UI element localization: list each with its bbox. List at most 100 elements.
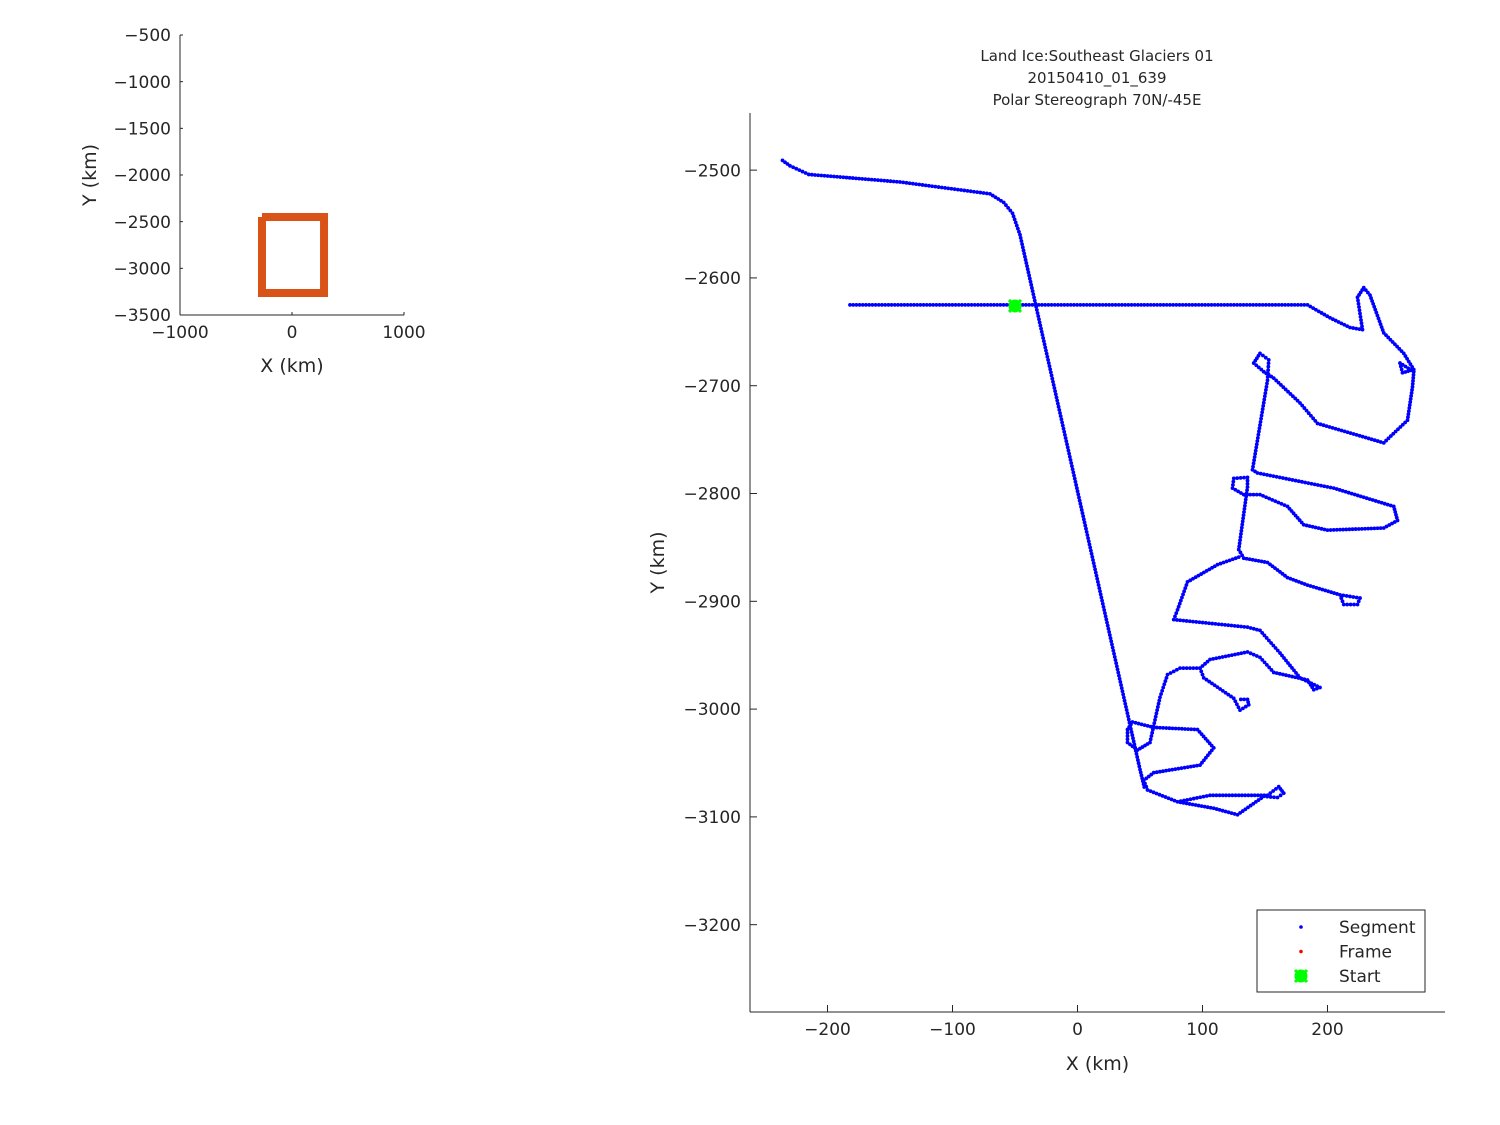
segment-point: [1135, 758, 1140, 762]
segment-point: [1121, 692, 1126, 697]
segment-point: [904, 180, 909, 185]
segment-point: [1097, 586, 1102, 591]
segment-point: [1322, 484, 1327, 489]
segment-point: [1276, 500, 1281, 505]
segment-point: [1063, 436, 1068, 440]
y-tick-label: −2600: [683, 269, 741, 289]
segment-point: [1110, 642, 1114, 647]
segment-point: [1239, 532, 1243, 536]
segment-point: [1082, 520, 1087, 525]
segment-point: [1314, 585, 1319, 590]
segment-point: [1261, 369, 1266, 374]
segment-point: [1212, 302, 1217, 307]
segment-point: [1026, 270, 1031, 275]
segment-point: [1290, 394, 1295, 399]
segment-point: [1231, 696, 1236, 701]
segment-point: [910, 181, 915, 186]
segment-point: [1161, 685, 1166, 690]
segment-point: [1164, 302, 1169, 307]
segment-point: [1340, 599, 1345, 604]
segment-point: [1272, 795, 1276, 800]
segment-point: [1039, 329, 1044, 334]
segment-point: [1135, 755, 1140, 759]
segment-point: [1131, 736, 1135, 741]
segment-point: [1370, 498, 1375, 502]
segment-point: [1105, 623, 1110, 628]
segment-point: [1356, 599, 1361, 604]
segment-point: [1391, 431, 1396, 436]
segment-point: [1374, 310, 1379, 315]
segment-point: [1325, 484, 1330, 489]
segment-point: [879, 178, 884, 183]
segment-point: [1047, 364, 1052, 369]
segment-point: [1298, 401, 1302, 405]
segment-point: [1169, 797, 1174, 802]
segment-point: [1245, 481, 1250, 486]
segment-point: [1277, 475, 1282, 480]
segment-point: [1277, 671, 1282, 676]
segment-point: [1052, 302, 1057, 307]
segment-point: [1369, 437, 1374, 442]
segment-point: [1154, 725, 1159, 730]
segment-point: [1220, 808, 1225, 813]
segment-point: [1116, 670, 1121, 675]
segment-point: [1288, 392, 1293, 396]
segment-point: [1094, 573, 1099, 578]
segment-point: [1333, 318, 1338, 323]
segment-point: [1354, 595, 1359, 600]
segment-point: [1251, 302, 1256, 307]
segment-point: [937, 302, 942, 307]
segment-point: [1252, 793, 1257, 798]
segment-point: [883, 302, 888, 307]
segment-point: [1198, 795, 1203, 800]
segment-point: [1103, 614, 1108, 619]
segment-point: [1269, 668, 1274, 672]
segment-point: [1244, 494, 1249, 499]
segment-point: [1328, 485, 1333, 490]
segment-point: [1252, 458, 1257, 463]
segment-point: [1270, 497, 1275, 502]
segment-point: [996, 197, 1001, 201]
y-tick-label: −3100: [683, 808, 741, 828]
segment-point: [1122, 698, 1127, 703]
segment-point: [1300, 479, 1304, 484]
y-tick-label: −2800: [683, 485, 741, 505]
segment-point: [1411, 375, 1416, 380]
segment-point: [1201, 794, 1206, 799]
segment-point: [1198, 666, 1202, 671]
segment-point: [1100, 302, 1105, 307]
segment-point: [1371, 301, 1376, 306]
segment-point: [1129, 302, 1134, 307]
segment-point: [1204, 677, 1209, 682]
segment-point: [1239, 624, 1243, 629]
segment-point: [1182, 589, 1187, 594]
segment-point: [978, 190, 983, 195]
segment-point: [1188, 666, 1192, 671]
segment-point: [1245, 475, 1250, 480]
segment-point: [1379, 500, 1384, 505]
segment-point: [1249, 793, 1254, 798]
segment-point: [1261, 472, 1266, 477]
segment-point: [1266, 364, 1271, 369]
segment-point: [1048, 367, 1053, 372]
segment-point: [1369, 296, 1373, 300]
segment-point: [1170, 726, 1175, 731]
segment-point: [1108, 636, 1113, 641]
segment-point: [1126, 717, 1131, 722]
segment-point: [1295, 398, 1300, 403]
segment-point: [1265, 794, 1270, 799]
segment-point: [1190, 802, 1195, 807]
segment-point: [899, 302, 904, 307]
segment-point: [972, 189, 976, 194]
segment-point: [1224, 793, 1228, 798]
segment-point: [863, 177, 868, 182]
segment-point: [1112, 655, 1117, 659]
segment-point: [1399, 367, 1404, 372]
segment-point: [1406, 415, 1410, 420]
segment-point: [1296, 479, 1301, 484]
segment-point: [1351, 595, 1356, 599]
segment-point: [1151, 725, 1156, 730]
segment-point: [1328, 315, 1332, 320]
segment-point: [1017, 229, 1021, 234]
segment-point: [1349, 491, 1354, 496]
